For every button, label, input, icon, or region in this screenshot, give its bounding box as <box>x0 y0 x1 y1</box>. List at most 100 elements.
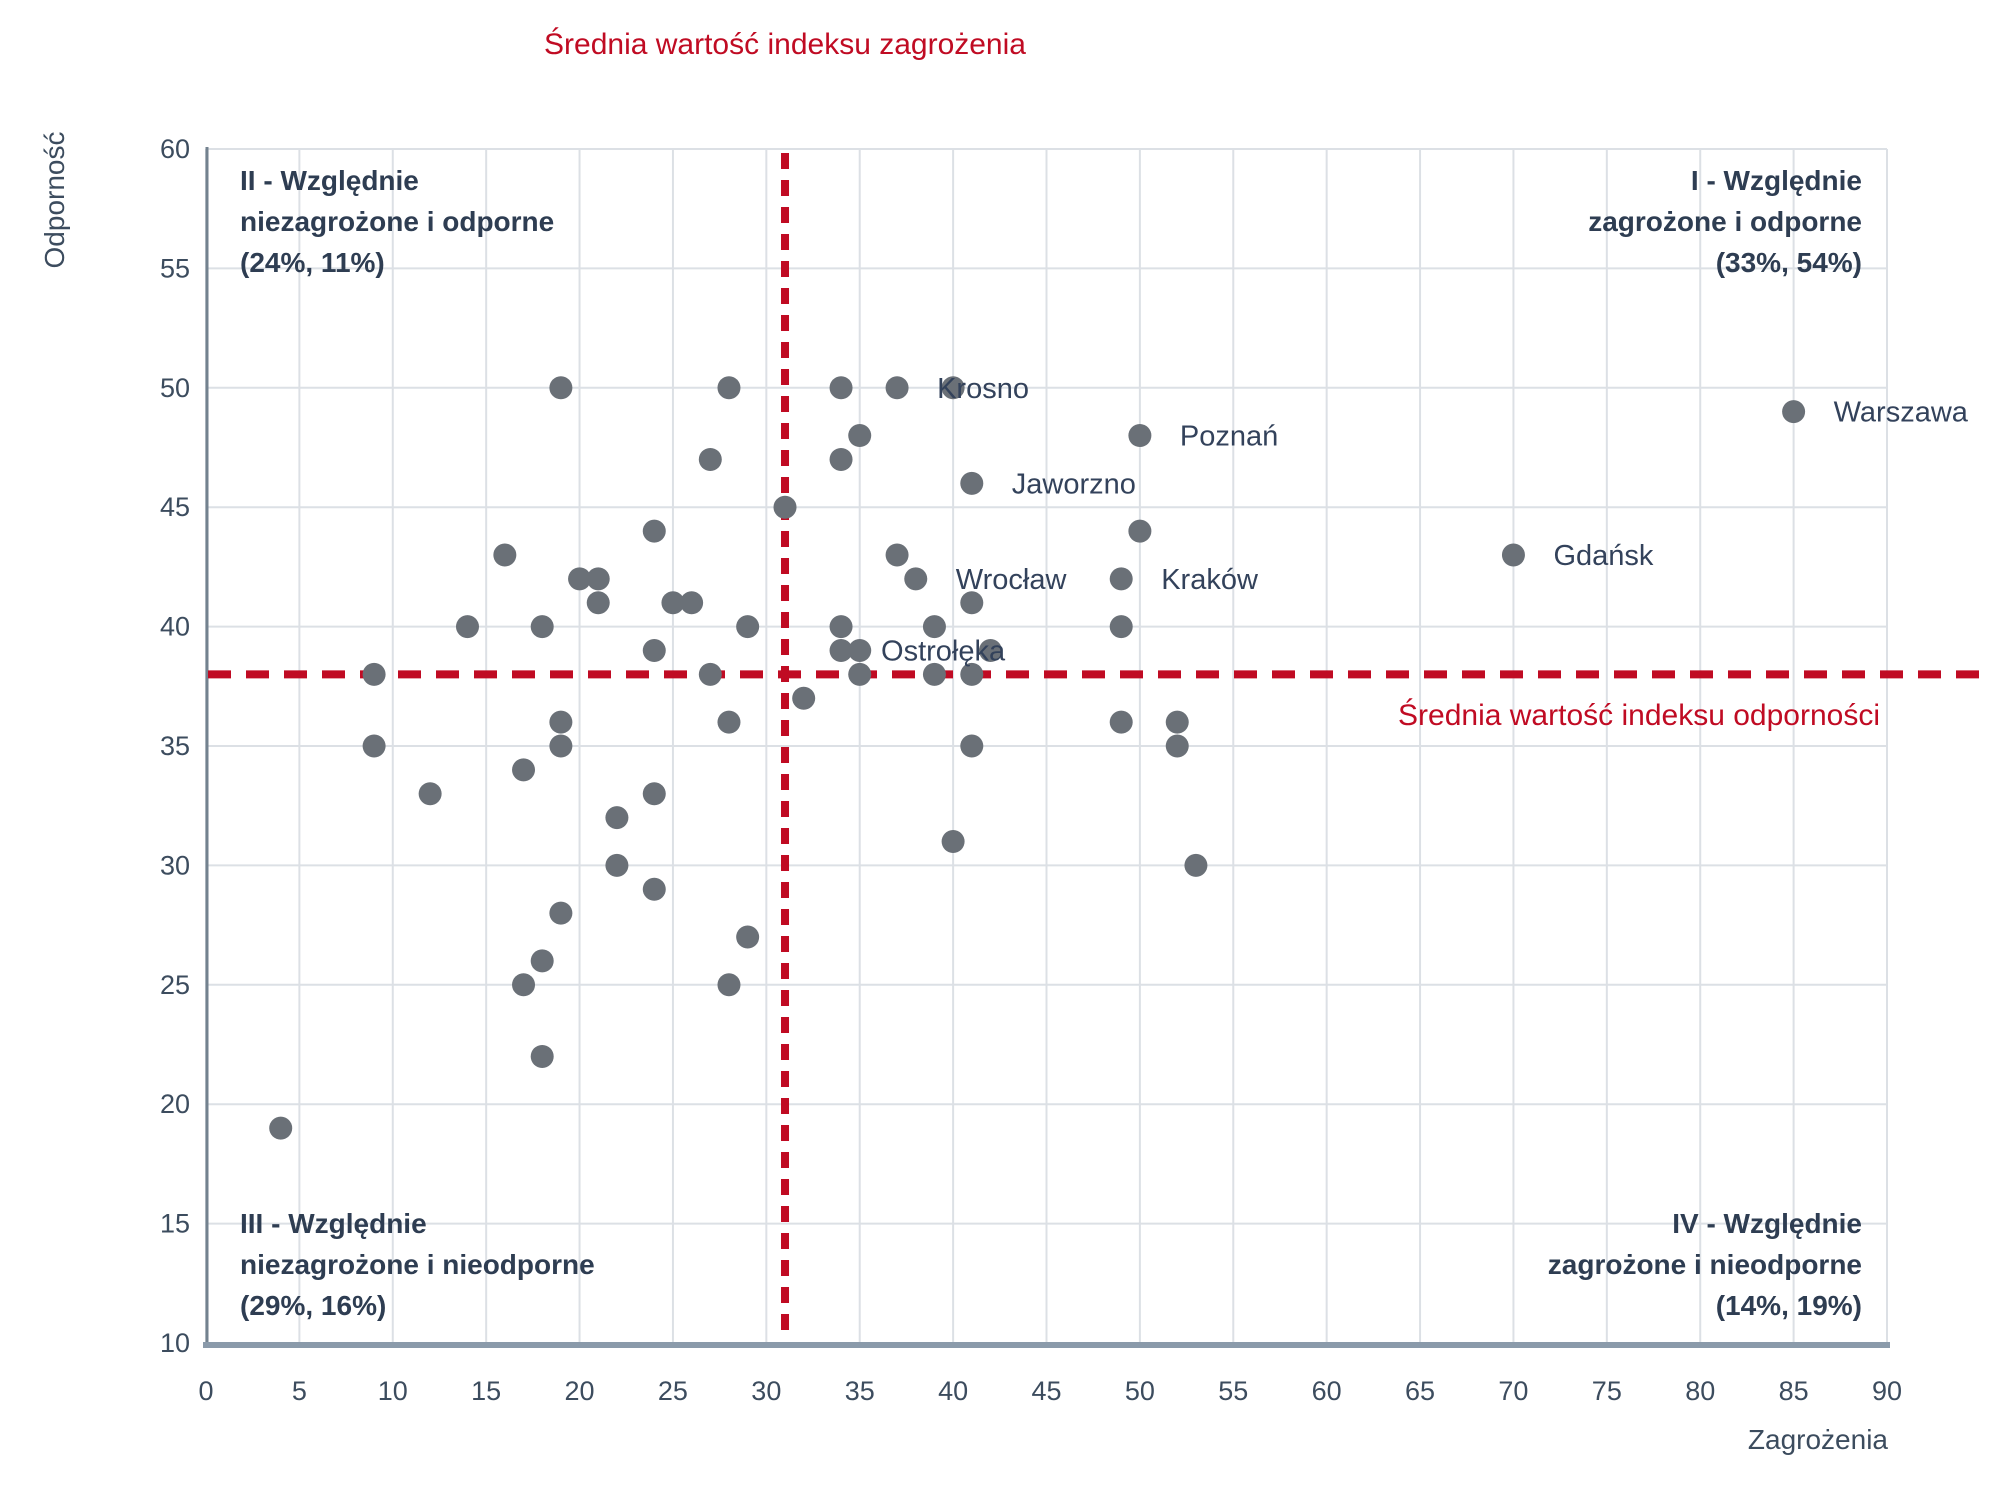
data-point <box>680 591 704 615</box>
quadrant-ii-line1: II - Względnie <box>240 165 419 196</box>
x-tick-label: 85 <box>1779 1376 1809 1406</box>
city-point <box>829 638 853 662</box>
mean-threat-line-label-line2: indeksu zagrożenia <box>767 28 1026 61</box>
data-point <box>418 782 442 806</box>
data-point <box>885 543 909 567</box>
x-tick-label: 15 <box>471 1376 501 1406</box>
mean-resistance-line-label-line2: indeksu odporności <box>1621 699 1880 732</box>
city-point <box>960 471 984 495</box>
data-point <box>736 615 760 639</box>
data-point <box>1165 710 1189 734</box>
data-point <box>549 376 573 400</box>
data-point <box>717 710 741 734</box>
quadrant-iii-line1: III - Względnie <box>240 1208 427 1239</box>
data-point <box>848 662 872 686</box>
quadrant-i-line2: zagrożone i odporne <box>1588 206 1862 237</box>
mean-resistance-line-label-line1: Średnia wartość <box>1398 699 1614 732</box>
data-point <box>1165 734 1189 758</box>
data-point <box>792 686 816 710</box>
x-tick-label: 70 <box>1498 1376 1528 1406</box>
x-tick-label: 20 <box>565 1376 595 1406</box>
y-tick-label: 55 <box>160 253 190 283</box>
data-point <box>530 1044 554 1068</box>
city-label: Ostrołęka <box>881 635 1006 667</box>
quadrant-iv-line1: IV - Względnie <box>1672 1208 1862 1239</box>
city-point <box>1501 543 1525 567</box>
quadrant-label-ii: II - Względnie niezagrożone i odporne (2… <box>240 160 554 283</box>
data-point <box>661 591 685 615</box>
city-label: Kraków <box>1161 564 1259 596</box>
city-label: Warszawa <box>1834 397 1969 429</box>
data-point <box>773 495 797 519</box>
mean-resistance-line-label: Średnia wartość indeksu odporności <box>1398 693 1880 738</box>
quadrant-i-line1: I - Względnie <box>1690 165 1862 196</box>
data-point <box>605 806 629 830</box>
data-point <box>960 734 984 758</box>
city-label: Poznań <box>1180 421 1278 453</box>
city-label: Gdańsk <box>1553 540 1653 572</box>
data-point <box>698 447 722 471</box>
x-tick-label: 75 <box>1592 1376 1622 1406</box>
x-tick-label: 10 <box>378 1376 408 1406</box>
data-point <box>642 519 666 543</box>
quadrant-label-iii: III - Względnie niezagrożone i nieodporn… <box>240 1203 595 1326</box>
data-point <box>549 710 573 734</box>
x-tick-label: 35 <box>845 1376 875 1406</box>
quadrant-iv-line3: (14%, 19%) <box>1715 1290 1862 1321</box>
quadrant-ii-line3: (24%, 11%) <box>240 247 385 278</box>
mean-threat-line-label: Średnia wartość indeksu zagrożenia <box>544 22 1026 67</box>
x-tick-label: 25 <box>658 1376 688 1406</box>
data-point <box>362 662 386 686</box>
quadrant-iv-line2: zagrożone i nieodporne <box>1547 1249 1862 1280</box>
quadrant-iii-line2: niezagrożone i nieodporne <box>240 1249 595 1280</box>
data-point <box>512 758 536 782</box>
data-point <box>642 782 666 806</box>
data-point <box>829 447 853 471</box>
data-point <box>1109 710 1133 734</box>
data-point <box>829 376 853 400</box>
data-point <box>568 567 592 591</box>
y-tick-label: 60 <box>160 134 190 164</box>
data-point <box>941 830 965 854</box>
x-tick-label: 90 <box>1872 1376 1902 1406</box>
data-point <box>736 925 760 949</box>
quadrant-ii-line2: niezagrożone i odporne <box>240 206 555 237</box>
y-tick-label: 50 <box>160 373 190 403</box>
data-point <box>1128 519 1152 543</box>
city-point <box>1109 567 1133 591</box>
data-point <box>642 638 666 662</box>
data-point <box>717 376 741 400</box>
y-tick-label: 10 <box>160 1328 190 1358</box>
x-tick-label: 50 <box>1125 1376 1155 1406</box>
data-point <box>549 734 573 758</box>
data-point <box>717 973 741 997</box>
data-point <box>698 662 722 686</box>
data-point <box>848 638 872 662</box>
x-tick-label: 45 <box>1031 1376 1061 1406</box>
data-point <box>960 662 984 686</box>
data-point <box>530 615 554 639</box>
data-point <box>512 973 536 997</box>
data-point <box>549 901 573 925</box>
data-point <box>1184 853 1208 877</box>
data-point <box>530 949 554 973</box>
x-tick-label: 60 <box>1312 1376 1342 1406</box>
y-tick-label: 25 <box>160 970 190 1000</box>
quadrant-iii-line3: (29%, 16%) <box>240 1290 387 1321</box>
data-point <box>269 1116 293 1140</box>
x-tick-label: 65 <box>1405 1376 1435 1406</box>
x-axis-title: Zagrożenia <box>1747 1424 1888 1455</box>
y-tick-label: 40 <box>160 612 190 642</box>
y-tick-label: 35 <box>160 731 190 761</box>
city-label: Krosno <box>937 373 1029 405</box>
x-tick-label: 0 <box>198 1376 213 1406</box>
y-tick-label: 15 <box>160 1209 190 1239</box>
x-tick-label: 55 <box>1218 1376 1248 1406</box>
data-point <box>493 543 517 567</box>
data-point <box>455 615 479 639</box>
data-point <box>922 662 946 686</box>
mean-threat-line-label-line1: Średnia wartość <box>544 28 760 61</box>
data-point <box>960 591 984 615</box>
